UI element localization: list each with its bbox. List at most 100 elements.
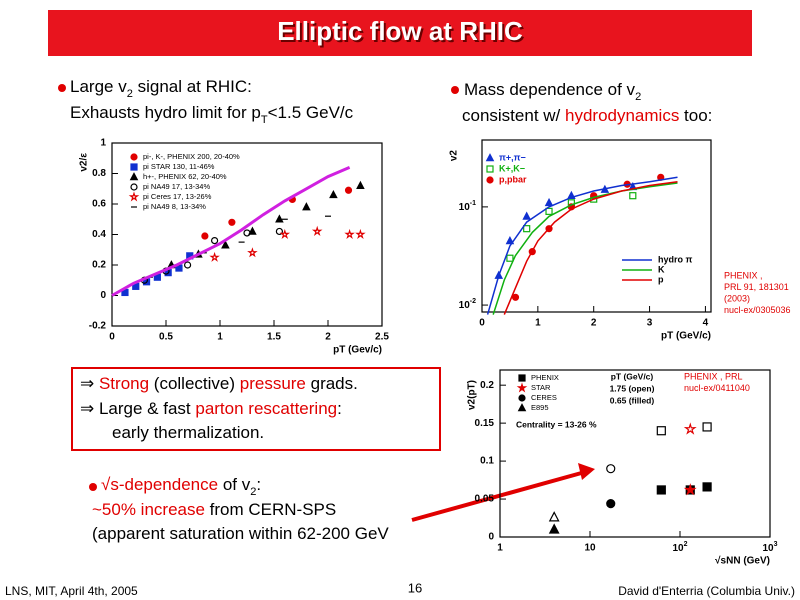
marker xyxy=(511,293,520,301)
marker xyxy=(302,202,311,211)
text-part: T xyxy=(261,114,268,126)
marker xyxy=(656,485,666,495)
text-part: : xyxy=(337,399,342,418)
y-tick-label: 0.05 xyxy=(475,494,495,505)
text-part: from CERN-SPS xyxy=(205,500,336,519)
marker xyxy=(683,422,697,435)
page-number: 16 xyxy=(408,580,422,595)
text-part: 2 xyxy=(250,486,256,498)
x-tick-label: 3 xyxy=(647,318,653,329)
text-line: Mass dependence of v2 xyxy=(464,80,641,102)
text-part: consistent w/ xyxy=(462,106,565,125)
marker xyxy=(129,172,139,181)
x-axis-label: pT (GeV/c) xyxy=(661,331,711,342)
y-tick-label: 0.15 xyxy=(475,418,495,429)
tick-exp: -2 xyxy=(470,298,476,305)
text-part: hydrodynamics xyxy=(565,106,679,125)
legend-label: PHENIX xyxy=(531,373,559,382)
text-part: of v xyxy=(218,475,251,494)
x-tick-label: 1 xyxy=(217,332,223,343)
marker xyxy=(279,228,291,240)
marker xyxy=(344,228,355,240)
y-tick-label: 0.2 xyxy=(480,380,494,391)
text-part: √s-dependence xyxy=(101,475,218,494)
x-tick-label: 1 xyxy=(535,318,541,329)
summary-box xyxy=(71,367,441,451)
x-tick-label: 0 xyxy=(479,318,485,329)
legend-label: π+,π− xyxy=(499,152,526,162)
plot-frame xyxy=(499,369,771,538)
marker xyxy=(486,176,494,184)
x-tick-label: 2 xyxy=(325,332,331,343)
text-part: Large v xyxy=(70,77,127,96)
marker xyxy=(545,207,553,215)
reference-note: nucl-ex/0305036 xyxy=(724,305,791,315)
tick-exp: 2 xyxy=(684,541,688,548)
tick-text: 10 xyxy=(459,202,471,213)
marker xyxy=(702,422,712,432)
y-tick-label: 0.8 xyxy=(92,168,106,179)
marker xyxy=(485,153,495,162)
x-tick-label: 2 xyxy=(591,318,597,329)
footer-right: David d'Enterria (Columbia Univ.) xyxy=(618,584,795,598)
curve xyxy=(111,166,351,297)
tick-exp: 3 xyxy=(774,541,778,548)
reference-note: nucl-ex/0411040 xyxy=(684,383,750,393)
text-part: ~50% increase xyxy=(92,500,205,519)
x-tick-label: 103 xyxy=(762,541,777,553)
text-line: ⇒ Large & fast parton rescattering: xyxy=(80,399,342,418)
text-part: Exhausts hydro limit for p xyxy=(70,103,261,122)
bullet-dot xyxy=(58,84,66,92)
arrow-head xyxy=(578,463,595,480)
x-tick-label: 1 xyxy=(497,543,503,554)
text-line: consistent w/ hydrodynamics too: xyxy=(462,106,712,125)
marker xyxy=(344,186,353,194)
marker xyxy=(130,163,138,171)
y-axis-label: v2/ε xyxy=(79,153,90,172)
legend-label: K xyxy=(658,264,665,274)
x-tick-label: 2.5 xyxy=(375,332,389,343)
x-tick-label: 0.5 xyxy=(159,332,173,343)
text-part: parton rescattering xyxy=(195,399,337,418)
text-line: early thermalization. xyxy=(112,423,264,442)
marker xyxy=(243,229,251,237)
y-tick-label: -0.2 xyxy=(89,321,107,332)
text-part: too: xyxy=(679,106,712,125)
curve xyxy=(486,176,678,315)
text-line: ⇒ Strong (collective) pressure grads. xyxy=(80,374,358,393)
marker xyxy=(248,226,257,235)
tick-text: 10 xyxy=(672,543,684,554)
reference-note: PHENIX , PRL xyxy=(684,371,743,381)
legend-label: pi NA49 8, 13-34% xyxy=(143,202,206,211)
marker xyxy=(130,183,138,191)
text-part: Mass dependence of v xyxy=(464,80,636,99)
reference-note: PRL 91, 181301 xyxy=(724,282,789,292)
legend-label: p,pbar xyxy=(499,174,527,184)
marker xyxy=(702,482,712,492)
marker xyxy=(505,236,515,245)
legend-label: hydro π xyxy=(658,254,693,264)
text-part: 2 xyxy=(127,88,133,100)
legend-label: CERES xyxy=(531,393,557,402)
reference-note: (2003) xyxy=(724,293,750,303)
legend-label: K+,K− xyxy=(499,163,525,173)
marker xyxy=(517,403,527,412)
marker xyxy=(656,426,666,436)
legend-label: pi STAR 130, 11-46% xyxy=(143,162,215,171)
marker xyxy=(275,227,283,236)
marker xyxy=(356,180,365,189)
info-text: 0.65 (filled) xyxy=(610,395,655,405)
text-part: (apparent saturation within 62-200 GeV xyxy=(92,524,389,543)
marker xyxy=(606,464,616,474)
marker xyxy=(221,240,230,249)
x-tick-label: 4 xyxy=(703,318,709,329)
marker xyxy=(506,254,514,262)
text-line: Large v2 signal at RHIC: xyxy=(70,77,252,99)
y-tick-label: 0.2 xyxy=(92,260,106,271)
marker xyxy=(355,228,366,240)
text-line: (apparent saturation within 62-200 GeV xyxy=(92,524,389,543)
legend-label: pi Ceres 17, 13-26% xyxy=(143,192,212,201)
x-tick-label: 1.5 xyxy=(267,332,281,343)
marker xyxy=(275,214,284,223)
text-line: Exhausts hydro limit for pT<1.5 GeV/c xyxy=(70,103,354,125)
